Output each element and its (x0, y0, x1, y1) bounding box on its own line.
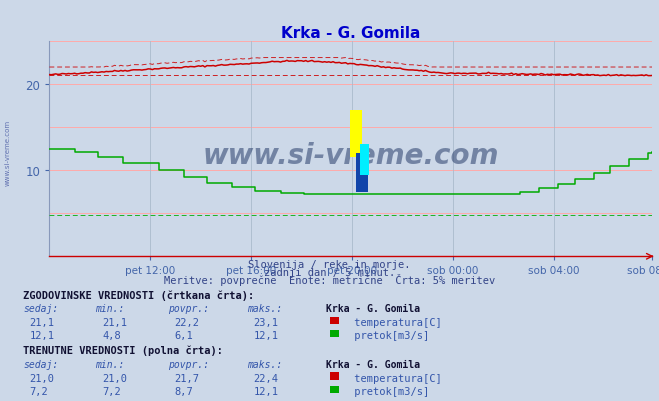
Bar (360, 145, 369, 175)
Text: sedaj:: sedaj: (23, 304, 58, 314)
Text: Krka - G. Gomila: Krka - G. Gomila (326, 304, 420, 314)
Text: maks.:: maks.: (247, 304, 282, 314)
Text: www.si-vreme.com: www.si-vreme.com (203, 142, 499, 170)
Text: sedaj:: sedaj: (23, 359, 58, 369)
Text: min.:: min.: (96, 304, 125, 314)
Text: pretok[m3/s]: pretok[m3/s] (348, 386, 429, 396)
Text: povpr.:: povpr.: (168, 359, 209, 369)
Bar (350, 111, 362, 158)
Text: pretok[m3/s]: pretok[m3/s] (348, 330, 429, 340)
Text: 6,1: 6,1 (175, 330, 193, 340)
Text: 21,7: 21,7 (175, 373, 200, 383)
Text: 22,2: 22,2 (175, 317, 200, 327)
Text: 21,1: 21,1 (30, 317, 55, 327)
Text: 8,7: 8,7 (175, 386, 193, 396)
Text: 21,0: 21,0 (30, 373, 55, 383)
Text: www.si-vreme.com: www.si-vreme.com (5, 119, 11, 185)
Text: Slovenija / reke in morje.: Slovenija / reke in morje. (248, 259, 411, 269)
Text: maks.:: maks.: (247, 359, 282, 369)
Text: 7,2: 7,2 (30, 386, 48, 396)
Text: 4,8: 4,8 (102, 330, 121, 340)
Text: 12,1: 12,1 (254, 330, 279, 340)
Title: Krka - G. Gomila: Krka - G. Gomila (281, 26, 420, 41)
Text: Krka - G. Gomila: Krka - G. Gomila (326, 359, 420, 369)
Text: min.:: min.: (96, 359, 125, 369)
Text: 12,1: 12,1 (30, 330, 55, 340)
Text: zadnji dan / 5 minut.: zadnji dan / 5 minut. (264, 267, 395, 277)
Text: ZGODOVINSKE VREDNOSTI (črtkana črta):: ZGODOVINSKE VREDNOSTI (črtkana črta): (23, 290, 254, 300)
Text: 21,0: 21,0 (102, 373, 127, 383)
Text: 12,1: 12,1 (254, 386, 279, 396)
Text: Meritve: povprečne  Enote: metrične  Črta: 5% meritev: Meritve: povprečne Enote: metrične Črta:… (164, 273, 495, 286)
Text: temperatura[C]: temperatura[C] (348, 317, 442, 327)
Text: TRENUTNE VREDNOSTI (polna črta):: TRENUTNE VREDNOSTI (polna črta): (23, 345, 223, 356)
Text: 21,1: 21,1 (102, 317, 127, 327)
Bar (356, 154, 368, 192)
Text: 22,4: 22,4 (254, 373, 279, 383)
Text: povpr.:: povpr.: (168, 304, 209, 314)
Text: 7,2: 7,2 (102, 386, 121, 396)
Text: 23,1: 23,1 (254, 317, 279, 327)
Text: temperatura[C]: temperatura[C] (348, 373, 442, 383)
